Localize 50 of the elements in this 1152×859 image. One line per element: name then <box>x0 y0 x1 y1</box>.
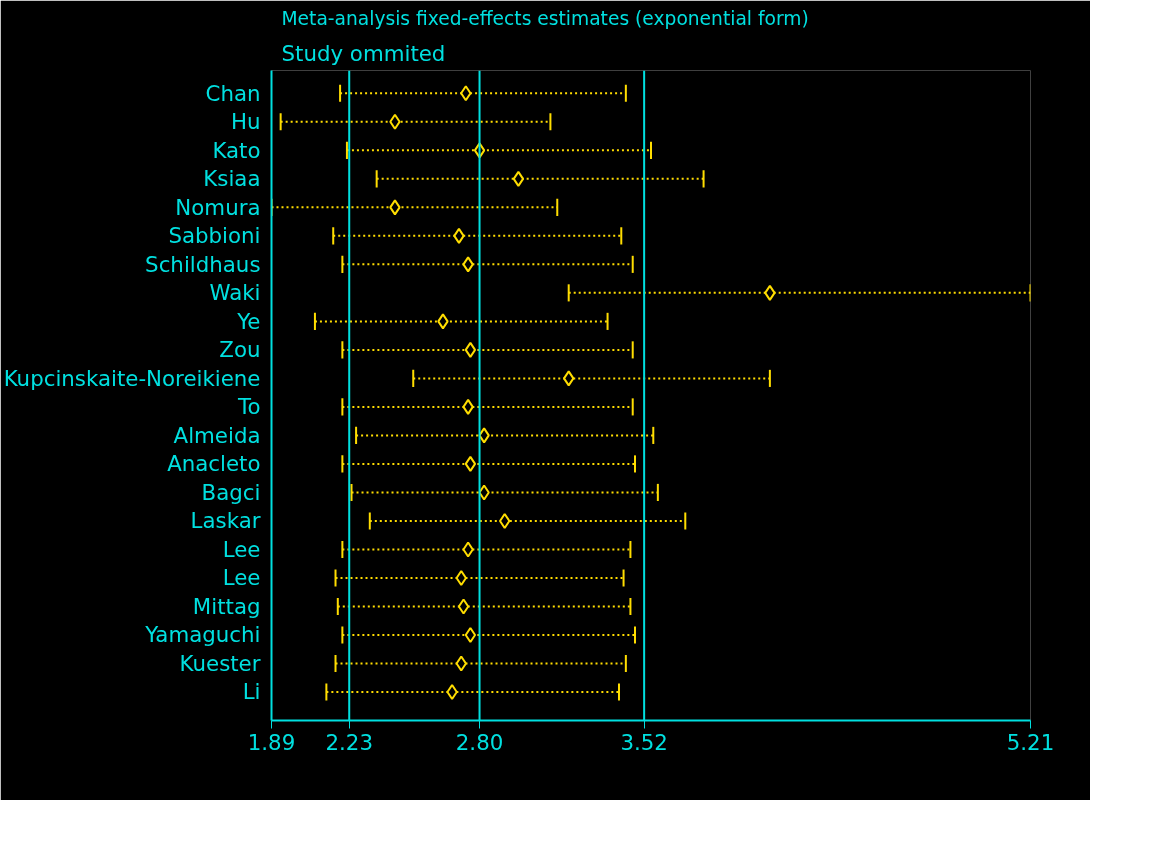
point <box>478 484 490 501</box>
y-tick-label: Yamaguchi <box>144 622 261 648</box>
point <box>462 398 474 415</box>
chart-subtitle: Study ommited <box>281 40 446 66</box>
y-tick-label: Lee <box>222 565 261 591</box>
x-tick-label: 1.89 <box>247 729 296 755</box>
point <box>389 199 401 216</box>
point <box>460 85 472 102</box>
x-tick-label: 5.21 <box>1006 729 1055 755</box>
y-tick-label: Mittag <box>192 593 261 619</box>
point <box>462 256 474 273</box>
y-tick-label: Bagci <box>201 479 261 505</box>
y-tick-label: Laskar <box>190 508 261 534</box>
point <box>499 512 511 529</box>
point <box>389 113 401 130</box>
y-tick-label: Zou <box>219 337 261 363</box>
y-tick-label: Nomura <box>175 194 261 220</box>
y-tick-label: Waki <box>209 280 261 306</box>
point <box>455 569 467 586</box>
y-tick-label: Schildhaus <box>145 251 261 277</box>
x-tick-label: 3.52 <box>620 729 668 755</box>
y-tick-label: Li <box>242 679 261 705</box>
y-tick-label: Lee <box>222 536 261 562</box>
point <box>437 313 449 330</box>
x-tick-label: 2.23 <box>325 729 373 755</box>
y-tick-label: Chan <box>205 80 261 106</box>
y-tick-label: Sabbioni <box>168 223 261 249</box>
point <box>455 655 467 672</box>
point <box>512 170 525 187</box>
y-tick-label: Anacleto <box>167 451 261 477</box>
point <box>464 341 477 358</box>
point <box>464 626 477 643</box>
y-tick-label: Kato <box>212 137 261 163</box>
point <box>464 455 477 472</box>
point <box>563 370 575 387</box>
y-tick-label: Ye <box>236 308 261 334</box>
y-tick-label: To <box>237 394 261 420</box>
x-tick-label: 2.80 <box>455 729 504 755</box>
point <box>453 227 465 244</box>
point <box>457 598 470 615</box>
y-tick-label: Ksiaa <box>203 166 261 192</box>
y-tick-label: Kuester <box>179 650 261 676</box>
point <box>446 683 458 700</box>
chart-title: Meta-analysis fixed-effects estimates (exponential form) <box>281 7 809 29</box>
point <box>764 284 776 301</box>
point <box>462 541 474 558</box>
y-tick-label: Hu <box>230 109 261 135</box>
y-tick-label: Almeida <box>173 422 261 448</box>
point <box>478 427 490 444</box>
y-tick-label: Kupcinskaite-Noreikiene <box>3 365 261 391</box>
